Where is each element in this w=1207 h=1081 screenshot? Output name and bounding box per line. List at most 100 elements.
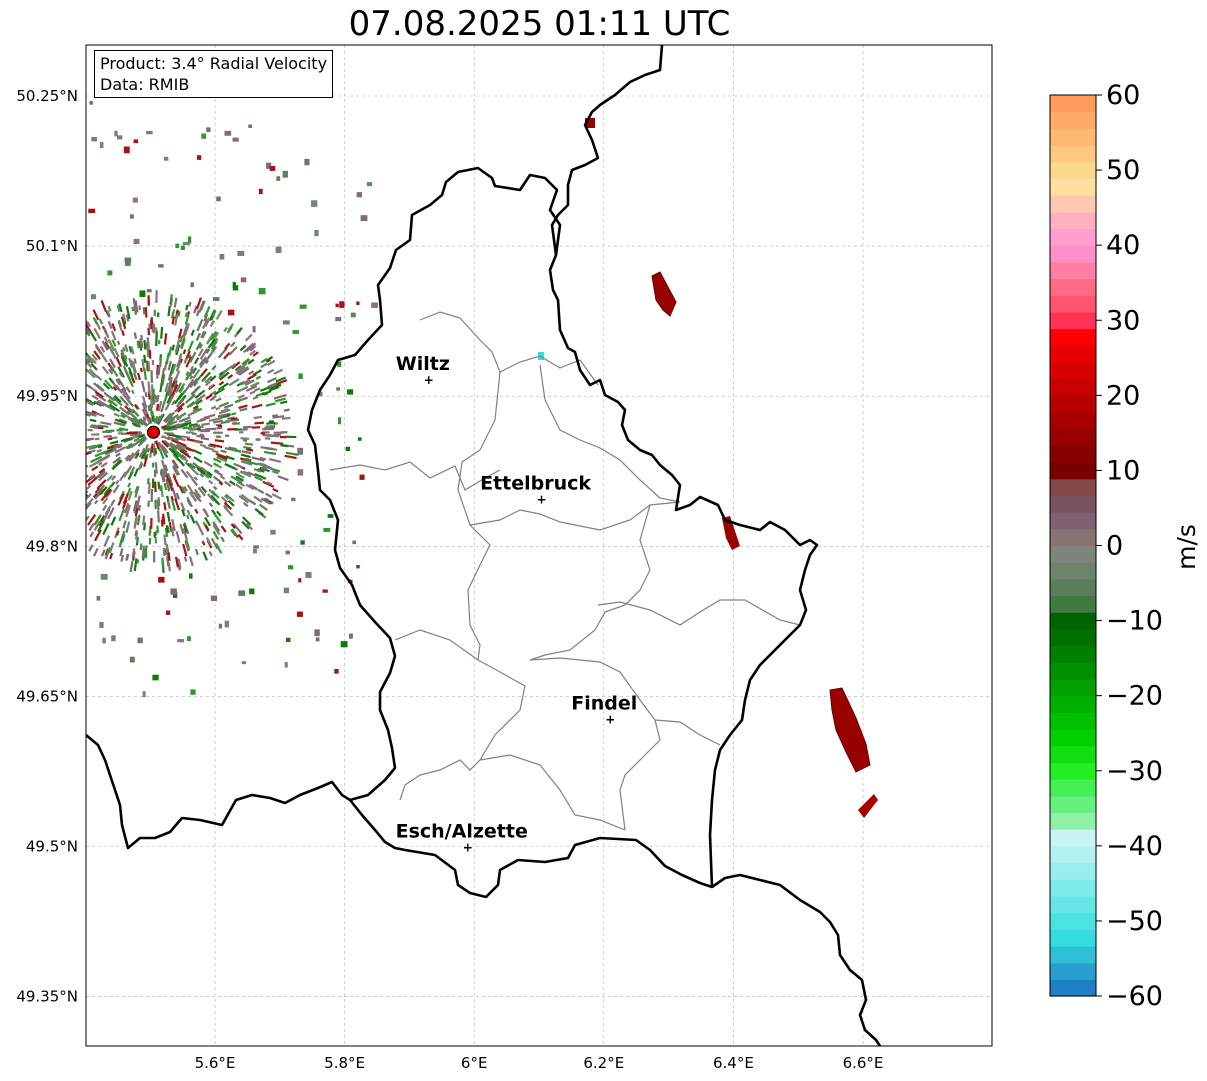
radar-gate: [283, 408, 290, 412]
clutter-pixel: [348, 633, 353, 639]
radar-gate: [75, 408, 85, 411]
radar-gate: [61, 436, 73, 437]
radar-gate: [72, 528, 77, 534]
radar-gate: [185, 322, 189, 328]
radar-gate: [251, 403, 263, 409]
radar-gate: [50, 457, 61, 460]
radar-gate: [230, 528, 238, 537]
clutter-pixel: [182, 241, 190, 246]
radar-gate: [42, 374, 51, 379]
radar-gate: [137, 434, 145, 439]
radar-gate: [63, 331, 68, 337]
radar-gate: [205, 348, 211, 354]
clutter-pixel: [323, 527, 331, 532]
radar-gate: [162, 547, 166, 557]
radar-gate: [241, 358, 250, 366]
radar-gate: [117, 319, 122, 327]
radar-gate: [169, 442, 178, 450]
radar-gate: [167, 552, 171, 561]
radar-gate: [265, 355, 274, 363]
clutter-pixel: [347, 389, 354, 395]
radar-gate: [223, 351, 231, 360]
radar-gate: [164, 382, 169, 393]
radar-gate: [163, 502, 167, 511]
radar-gate: [170, 495, 174, 502]
radar-gate: [76, 444, 81, 445]
radar-gate: [66, 463, 78, 468]
radar-gate: [125, 386, 131, 393]
radar-gate: [42, 452, 52, 454]
radar-gate: [222, 366, 231, 375]
radar-gate: [266, 481, 273, 486]
clutter-pixel: [91, 136, 98, 142]
clutter-pixel: [340, 641, 348, 648]
radar-map[interactable]: +Wiltz+Ettelbruck+Findel+Esch/Alzette 5.…: [0, 0, 1030, 1081]
radar-gate: [253, 495, 263, 503]
product-label: Product: 3.4° Radial Velocity: [100, 54, 328, 73]
radar-gate: [171, 519, 176, 532]
radar-gate: [164, 548, 168, 556]
radar-gate: [168, 436, 179, 442]
radar-gate: [133, 468, 139, 477]
radar-gate: [208, 337, 216, 348]
radar-gate: [139, 338, 143, 348]
radar-gate: [175, 444, 184, 451]
radar-gate: [196, 467, 205, 475]
radar-gate: [171, 399, 176, 406]
clutter-pixel: [252, 326, 256, 333]
radar-gate: [168, 447, 179, 459]
radar-gate: [134, 530, 138, 536]
radar-gate: [116, 340, 121, 345]
clutter-pixel: [270, 529, 276, 535]
radar-gate: [209, 330, 218, 341]
radar-gate: [112, 386, 118, 391]
radar-gate: [146, 478, 150, 485]
radar-gate: [130, 454, 136, 460]
radar-gate: [122, 365, 130, 378]
radar-gate: [30, 455, 40, 457]
radar-gate: [184, 323, 190, 336]
radar-gate: [192, 368, 201, 379]
colorbar-swatch: [1050, 128, 1096, 146]
radar-gate: [47, 463, 52, 465]
radar-gate: [86, 358, 91, 364]
radar-gate: [115, 530, 120, 536]
colorbar-tick-label: −60: [1106, 981, 1163, 1012]
radar-gate: [94, 437, 100, 441]
colorbar-swatch: [1050, 495, 1096, 513]
radar-gate: [146, 418, 151, 424]
radar-gate: [165, 352, 170, 365]
radar-gate: [66, 325, 73, 333]
radar-gate: [145, 360, 149, 372]
radar-gate: [29, 496, 39, 502]
radar-gate: [37, 419, 48, 420]
radar-gate: [61, 375, 70, 381]
radar-gate: [177, 328, 183, 339]
radar-gate: [245, 457, 252, 462]
radar-gate: [67, 441, 78, 442]
radar-gate: [179, 523, 185, 535]
city-marker: +: [463, 841, 473, 855]
radar-gate: [146, 337, 150, 347]
radar-gate: [155, 403, 160, 411]
clutter-pixel: [241, 661, 246, 665]
radar-gate: [212, 530, 220, 541]
clutter-pixel: [322, 589, 328, 593]
clutter-pixel: [158, 576, 165, 583]
clutter-pixel: [123, 146, 130, 154]
radar-gate: [197, 486, 206, 497]
radar-gate: [126, 410, 138, 420]
colorbar-tick-label: 30: [1106, 305, 1140, 336]
radar-gate: [206, 471, 213, 477]
radar-gate: [159, 471, 163, 477]
radar-gate: [124, 344, 129, 353]
radar-gate: [251, 456, 265, 462]
radar-gate: [55, 358, 62, 364]
radar-gate: [161, 447, 167, 456]
colorbar-tick-label: −30: [1106, 756, 1163, 787]
radar-gate: [110, 481, 116, 488]
radar-gate: [61, 453, 67, 455]
radar-gate: [141, 545, 145, 559]
radar-gate: [93, 520, 101, 531]
radar-gate: [141, 402, 147, 412]
